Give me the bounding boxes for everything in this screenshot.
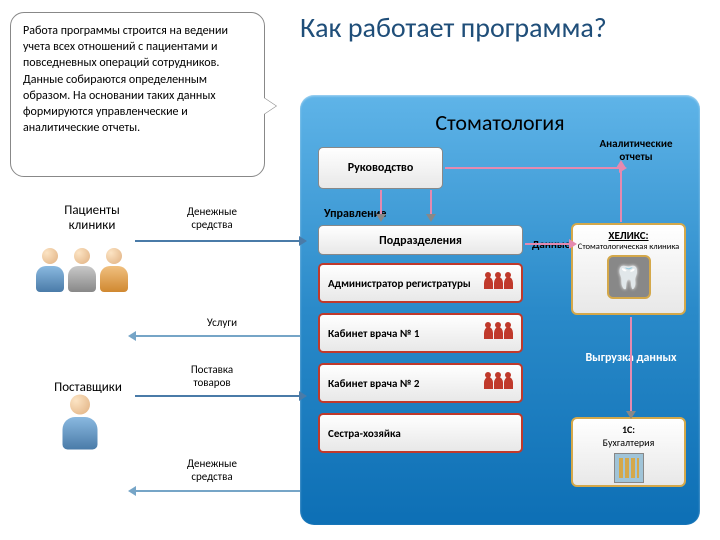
dept-label: Кабинет врача № 1 xyxy=(328,327,420,340)
helix-subtitle: Стоматологическая клиника xyxy=(577,242,680,252)
dept-nurse: Сестра-хозяйка xyxy=(318,413,523,453)
dept-admin: Администратор регистратуры xyxy=(318,263,523,303)
dept-doctor1: Кабинет врача № 1 xyxy=(318,313,523,353)
dept-label: Кабинет врача № 2 xyxy=(328,377,420,390)
people-icon xyxy=(484,327,513,339)
books-icon xyxy=(614,453,644,483)
helix-box: ХЕЛИКС: Стоматологическая клиника 🦷 xyxy=(571,223,686,315)
onec-subtitle: Бухгалтерия xyxy=(577,436,680,449)
arrow-icon xyxy=(380,190,382,215)
people-icon xyxy=(484,377,513,389)
arrow-icon xyxy=(135,395,300,397)
patients-label: Пациенты клиники xyxy=(42,203,142,233)
suppliers-icon xyxy=(65,400,95,444)
people-icon xyxy=(484,277,513,289)
helix-title: ХЕЛИКС: xyxy=(577,229,680,242)
dept-doctor2: Кабинет врача № 2 xyxy=(318,363,523,403)
arrow-icon xyxy=(525,243,570,245)
dept-label: Сестра-хозяйка xyxy=(328,427,401,440)
arrow-icon xyxy=(445,167,620,169)
flow-services-label: Услуги xyxy=(192,316,252,329)
analytics-label: Аналитические отчеты xyxy=(586,137,686,163)
dentistry-heading: Стоматология xyxy=(300,109,700,136)
arrow-icon xyxy=(620,167,622,222)
departments-box: Подразделения xyxy=(318,225,523,255)
suppliers-label: Поставщики xyxy=(38,380,138,395)
arrow-icon xyxy=(135,335,300,337)
department-list: Администратор регистратуры Кабинет врача… xyxy=(318,263,523,463)
management-box: Руководство xyxy=(318,147,443,189)
flow-money-label: Денежные средства xyxy=(172,457,252,483)
tooth-icon: 🦷 xyxy=(607,255,651,299)
arrow-icon xyxy=(135,490,300,492)
description-callout: Работа программы строится на ведении уче… xyxy=(10,12,265,177)
flow-money-label: Денежные средства xyxy=(172,205,252,231)
arrow-icon xyxy=(630,317,632,412)
arrow-icon xyxy=(135,240,300,242)
dept-label: Администратор регистратуры xyxy=(328,277,471,290)
onec-title: 1С: xyxy=(577,423,680,436)
flow-supply-label: Поставка товаров xyxy=(172,363,252,389)
system-panel: Стоматология Руководство Управление Подр… xyxy=(300,95,700,525)
arrow-icon xyxy=(430,190,432,215)
patients-icon xyxy=(35,248,129,292)
page-title: Как работает программа? xyxy=(300,10,607,45)
onec-box: 1С: Бухгалтерия xyxy=(571,417,686,487)
